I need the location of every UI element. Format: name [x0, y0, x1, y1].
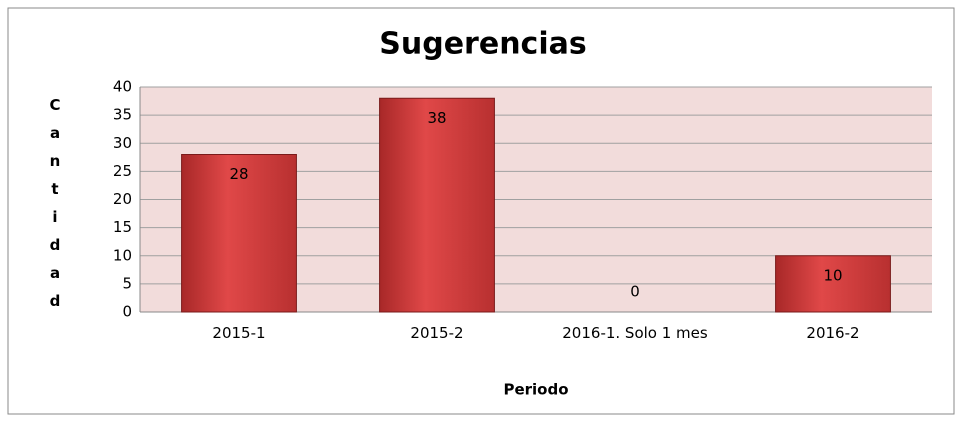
- x-tick-label: 2015-2: [410, 324, 464, 342]
- y-tick-label: 0: [122, 303, 132, 321]
- bar: [181, 154, 297, 313]
- y-tick-label: 10: [113, 246, 132, 264]
- data-label: 10: [823, 266, 842, 284]
- y-tick-label: 35: [113, 106, 132, 124]
- y-axis-label: Cantidad: [46, 96, 64, 320]
- y-tick-label: 25: [113, 162, 132, 180]
- data-label: 28: [229, 165, 248, 183]
- y-tick-label: 40: [113, 78, 132, 96]
- y-tick-label: 30: [113, 134, 132, 152]
- y-tick-label: 5: [122, 274, 132, 292]
- y-tick-label: 15: [113, 218, 132, 236]
- x-tick-label: 2015-1: [212, 324, 266, 342]
- x-tick-label: 2016-2: [806, 324, 860, 342]
- data-label: 0: [630, 283, 640, 301]
- x-tick-label: 2016-1. Solo 1 mes: [562, 324, 708, 342]
- bar: [379, 97, 495, 313]
- y-tick-label: 20: [113, 190, 132, 208]
- x-axis-label: Periodo: [503, 381, 568, 399]
- data-label: 38: [427, 109, 446, 127]
- chart-title: Sugerencias: [379, 27, 586, 62]
- bar: [775, 255, 891, 313]
